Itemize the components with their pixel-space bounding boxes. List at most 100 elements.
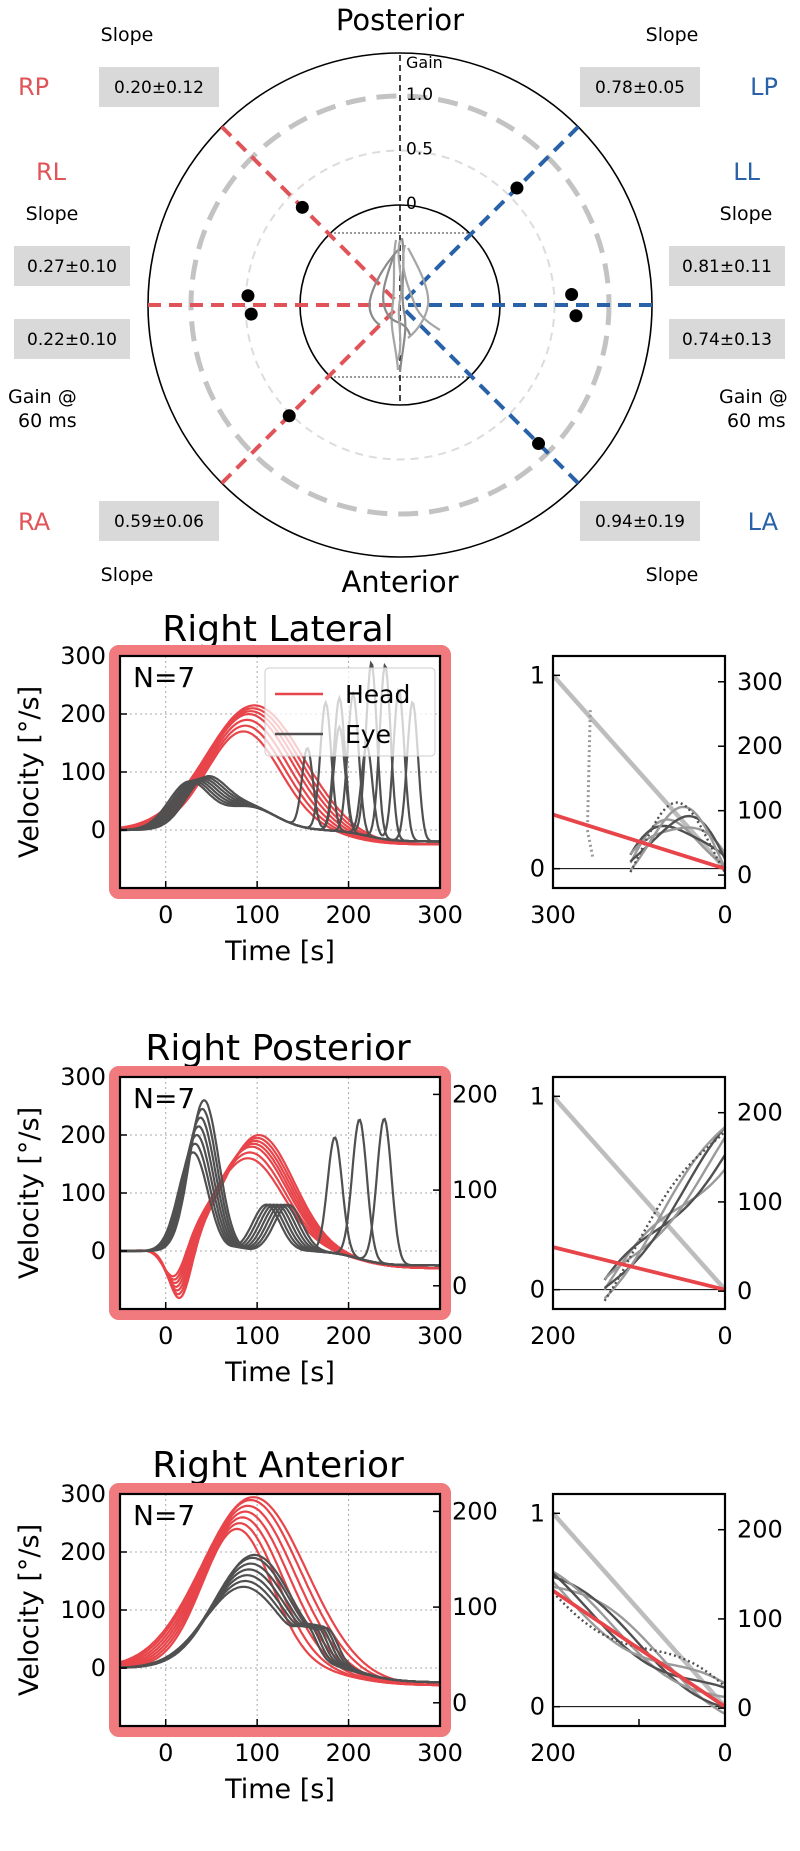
slope-la-value: 0.94±0.19 — [595, 512, 685, 532]
slope-ll-box — [669, 246, 785, 286]
y-tick-label: 300 — [60, 1480, 106, 1508]
gain-trace — [629, 801, 727, 874]
posterior-label: Posterior — [336, 3, 464, 37]
gain-trace — [629, 818, 726, 867]
gain-tick-label: 1 — [530, 1499, 545, 1527]
gain60-left-line1: Gain @ — [8, 386, 77, 408]
y-tick-label: 100 — [60, 1596, 106, 1624]
polar-plot: Gain 1.0 0.5 0 Posterior Anterior RP RL RA LP LL LA… — [8, 3, 788, 599]
gain-trace — [603, 1130, 726, 1302]
eye-trace — [120, 700, 440, 843]
unity-line — [551, 1094, 727, 1292]
gain-tick-label: 1 — [530, 661, 545, 689]
slope-ll-value: 0.81±0.11 — [682, 257, 772, 277]
y-tick-label: 200 — [60, 1121, 106, 1149]
y-tick-label: 100 — [60, 1179, 106, 1207]
gain-trace — [552, 1575, 726, 1709]
slope-label-lp: Slope — [646, 24, 699, 46]
slope-label-ra: Slope — [101, 564, 154, 586]
gain-point-ll — [565, 288, 579, 302]
x-axis-label: Time [s] — [224, 1357, 335, 1388]
inner-eye-trace — [396, 239, 403, 361]
x-tick-label: 300 — [417, 901, 463, 929]
panel-title: Right Lateral — [162, 609, 394, 650]
highlight-frame — [109, 1066, 451, 1320]
slope-label-ll: Slope — [720, 203, 773, 225]
y-tick-label: 300 — [60, 1063, 106, 1091]
x-tick-label: 300 — [417, 1322, 463, 1350]
scatter-frame — [551, 654, 727, 890]
head-trace — [119, 1496, 441, 1686]
slope-lp-box — [580, 67, 700, 107]
gain-trace — [552, 1572, 726, 1689]
gain-point-ll — [569, 309, 583, 323]
x-tick-label: 200 — [326, 1322, 372, 1350]
gain60-right-line2: 60 ms — [727, 410, 786, 432]
x-tick-label: 0 — [158, 1322, 173, 1350]
inner-eye-trace — [368, 249, 399, 326]
slope-label-rl: Slope — [26, 203, 79, 225]
scatter-frame — [551, 1075, 727, 1311]
unity-line — [551, 673, 727, 871]
y-tick-label: 0 — [91, 816, 106, 844]
highlight-frame — [109, 645, 451, 899]
gain-tick-label: 0 — [530, 1276, 545, 1304]
x-tick-label: 0 — [158, 901, 173, 929]
x-tick-label: 100 — [234, 1322, 280, 1350]
gain-trace — [552, 1580, 726, 1685]
gain-trace — [603, 1136, 727, 1280]
gain-tick-label: 1 — [530, 1082, 545, 1110]
gain60-ll-value: 0.74±0.13 — [682, 330, 772, 350]
right-velocity-tick-label: 100 — [737, 797, 783, 825]
n-label: N=7 — [133, 661, 195, 694]
y-tick-label: 200 — [60, 700, 106, 728]
gain-axis-label: Gain — [406, 53, 443, 72]
gain-trace — [603, 1126, 726, 1300]
scatter-x-tick-label: 300 — [530, 901, 576, 929]
y-tick-label: 0 — [91, 1237, 106, 1265]
n-label: N=7 — [133, 1082, 195, 1115]
scatter-x-tick-label: 0 — [717, 1739, 732, 1767]
x-tick-label: 200 — [326, 1739, 372, 1767]
gain-ring-0-5 — [244, 149, 556, 461]
right-velocity-tick-label: 100 — [737, 1188, 783, 1216]
right-velocity-tick-label: 200 — [737, 1516, 783, 1544]
x-axis-label: Time [s] — [224, 936, 335, 967]
right-tick-label: 0 — [452, 1689, 467, 1717]
slope-rp-value: 0.20±0.12 — [114, 78, 204, 98]
right-velocity-tick-label: 200 — [737, 732, 783, 760]
gain-point-ra — [282, 409, 296, 423]
highlight-frame — [109, 1483, 451, 1737]
gain-trace — [603, 1168, 726, 1291]
head-fit-line — [551, 1589, 727, 1709]
y-axis-label: Velocity [°/s] — [14, 686, 45, 858]
gain-point-rl — [244, 307, 258, 321]
inner-eye-trace — [382, 254, 412, 336]
slope-rp-box — [99, 67, 219, 107]
canal-label-ll: LL — [733, 158, 760, 186]
gain-tick-label: 0 — [530, 855, 545, 883]
panel-title: Right Posterior — [145, 1028, 411, 1069]
gain-point-rl — [241, 289, 255, 303]
right-velocity-tick-label: 0 — [737, 1277, 752, 1305]
gain60-right-line1: Gain @ — [719, 386, 788, 408]
right-tick-label: 200 — [452, 1497, 498, 1525]
scatter-x-tick-label: 0 — [717, 901, 732, 929]
gain-point-lp — [510, 181, 524, 195]
slope-la-box — [580, 501, 700, 541]
x-tick-label: 300 — [417, 1739, 463, 1767]
slope-ra-value: 0.59±0.06 — [114, 512, 204, 532]
right-velocity-tick-label: 0 — [737, 1694, 752, 1722]
gain-tick-label: 0 — [530, 1693, 545, 1721]
panel-title: Right Anterior — [152, 1445, 404, 1486]
n-label: N=7 — [133, 1499, 195, 1532]
slope-label-rp: Slope — [101, 24, 154, 46]
right-tick-label: 0 — [452, 1272, 467, 1300]
y-tick-label: 200 — [60, 1538, 106, 1566]
gain-trace — [603, 1126, 726, 1289]
y-tick-label: 100 — [60, 758, 106, 786]
canal-label-la: LA — [748, 508, 779, 536]
gain60-rl-value: 0.22±0.10 — [27, 330, 117, 350]
